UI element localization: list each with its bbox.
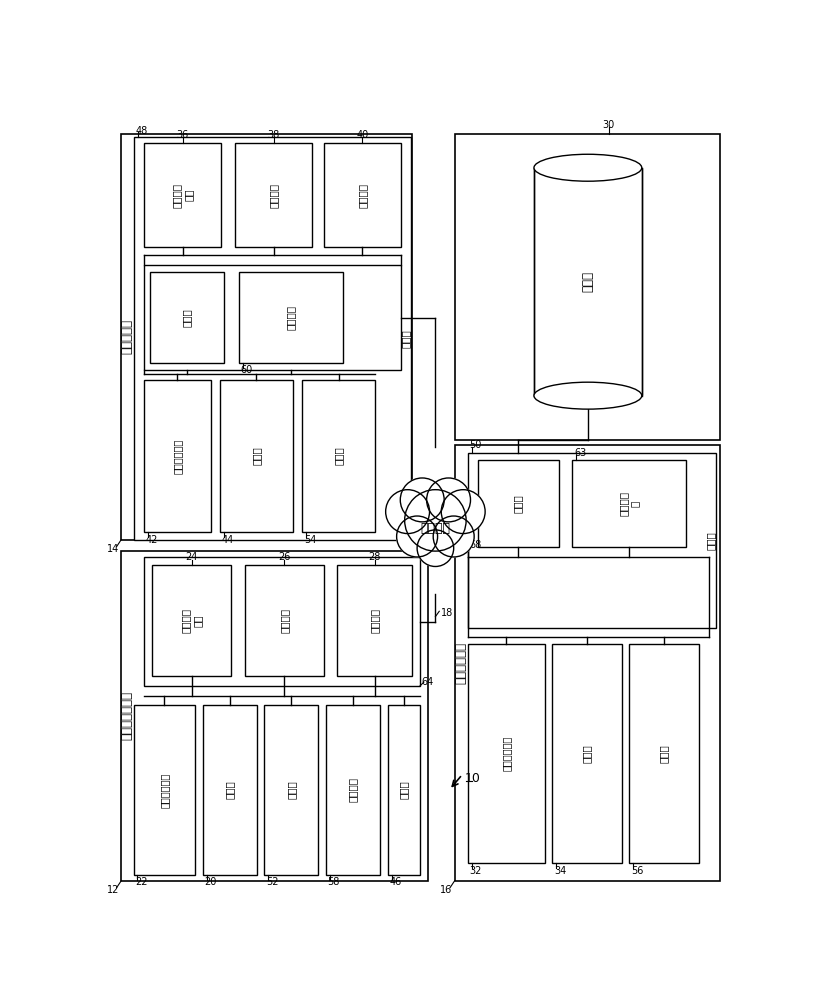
Text: 显示模块: 显示模块 bbox=[357, 183, 367, 208]
Text: 显示器: 显示器 bbox=[251, 447, 262, 465]
Ellipse shape bbox=[534, 154, 642, 181]
Text: 服务器: 服务器 bbox=[400, 329, 411, 348]
Text: 网络接口: 网络接口 bbox=[348, 777, 358, 802]
Bar bbox=[455, 445, 721, 881]
Text: 数据库: 数据库 bbox=[582, 271, 595, 292]
Bar bbox=[455, 134, 721, 440]
Bar bbox=[478, 460, 559, 547]
Text: 38: 38 bbox=[267, 130, 280, 140]
Text: 存储器: 存储器 bbox=[286, 781, 296, 799]
Bar bbox=[144, 143, 222, 247]
Text: 34: 34 bbox=[554, 866, 566, 876]
Bar bbox=[133, 137, 411, 540]
Text: 32: 32 bbox=[470, 866, 482, 876]
Bar bbox=[302, 380, 375, 532]
Text: 显示模块: 显示模块 bbox=[370, 608, 380, 633]
Bar bbox=[121, 134, 412, 540]
Text: 64: 64 bbox=[421, 677, 434, 687]
Text: 68: 68 bbox=[470, 540, 482, 550]
Circle shape bbox=[441, 490, 485, 534]
Text: 54: 54 bbox=[303, 535, 316, 545]
Circle shape bbox=[397, 516, 438, 557]
Circle shape bbox=[400, 478, 444, 522]
Circle shape bbox=[434, 516, 474, 557]
Ellipse shape bbox=[534, 382, 642, 409]
Text: 14: 14 bbox=[106, 544, 119, 554]
Text: 22: 22 bbox=[135, 877, 147, 887]
Text: 30: 30 bbox=[603, 120, 615, 130]
Text: 显示器: 显示器 bbox=[582, 744, 592, 763]
Text: 处理器: 处理器 bbox=[182, 308, 192, 327]
Text: 网络接口: 网络接口 bbox=[286, 305, 296, 330]
Text: 匹配模块: 匹配模块 bbox=[268, 183, 279, 208]
Bar bbox=[326, 705, 380, 875]
Text: 12: 12 bbox=[106, 885, 119, 895]
Bar bbox=[236, 143, 312, 247]
Text: 用户输入设备: 用户输入设备 bbox=[501, 736, 511, 771]
Bar bbox=[468, 644, 545, 863]
Bar bbox=[534, 168, 642, 395]
Text: 通信网络: 通信网络 bbox=[420, 522, 451, 535]
Text: 24: 24 bbox=[186, 552, 198, 562]
Text: 服务器: 服务器 bbox=[706, 531, 716, 550]
Text: 50: 50 bbox=[470, 440, 482, 450]
Bar bbox=[324, 143, 401, 247]
Circle shape bbox=[417, 530, 454, 566]
Bar bbox=[264, 705, 318, 875]
Text: 60: 60 bbox=[240, 365, 253, 375]
Circle shape bbox=[405, 490, 466, 551]
Bar bbox=[245, 565, 324, 676]
Text: 36: 36 bbox=[177, 130, 189, 140]
Bar bbox=[337, 565, 412, 676]
Text: 存储器: 存储器 bbox=[334, 447, 344, 465]
Bar bbox=[151, 272, 223, 363]
Bar bbox=[203, 705, 257, 875]
Text: 显示器: 显示器 bbox=[225, 781, 235, 799]
Text: 63: 63 bbox=[574, 448, 587, 458]
Bar bbox=[220, 380, 293, 532]
Text: 48: 48 bbox=[135, 126, 147, 136]
Text: 注释管理器: 注释管理器 bbox=[121, 319, 134, 354]
Text: 存储器: 存储器 bbox=[659, 744, 669, 763]
Bar bbox=[573, 460, 685, 547]
Bar bbox=[239, 272, 343, 363]
Text: 42: 42 bbox=[146, 535, 158, 545]
Text: 匹配模块: 匹配模块 bbox=[280, 608, 290, 633]
Text: 46: 46 bbox=[389, 877, 402, 887]
Circle shape bbox=[427, 478, 470, 522]
Text: 20: 20 bbox=[204, 877, 217, 887]
Text: 用户输入设备: 用户输入设备 bbox=[173, 438, 182, 474]
Bar bbox=[388, 705, 420, 875]
Text: 用户输入设备: 用户输入设备 bbox=[160, 772, 169, 808]
Bar bbox=[144, 265, 401, 370]
Text: 客户端注释设备: 客户端注释设备 bbox=[121, 691, 134, 740]
Bar bbox=[133, 705, 196, 875]
Bar bbox=[468, 453, 717, 628]
Text: 网络接口
口: 网络接口 口 bbox=[618, 491, 640, 516]
Text: 处理器: 处理器 bbox=[513, 494, 524, 513]
Text: 处理器: 处理器 bbox=[399, 781, 409, 799]
Text: 26: 26 bbox=[278, 552, 290, 562]
Text: 患者信息系统: 患者信息系统 bbox=[454, 642, 467, 684]
Bar bbox=[144, 557, 420, 686]
Text: 背景提取
模块: 背景提取 模块 bbox=[172, 183, 194, 208]
Bar bbox=[629, 644, 699, 863]
Text: 背景提取
模块: 背景提取 模块 bbox=[181, 608, 203, 633]
Bar bbox=[121, 551, 428, 881]
Bar bbox=[552, 644, 622, 863]
Bar bbox=[152, 565, 231, 676]
Bar bbox=[144, 380, 210, 532]
Text: 10: 10 bbox=[465, 772, 480, 785]
Text: 52: 52 bbox=[266, 877, 278, 887]
Text: 56: 56 bbox=[631, 866, 643, 876]
Circle shape bbox=[385, 490, 429, 534]
Text: 28: 28 bbox=[368, 552, 380, 562]
Text: 40: 40 bbox=[356, 130, 368, 140]
Text: 16: 16 bbox=[440, 885, 452, 895]
Text: 18: 18 bbox=[441, 608, 453, 618]
Text: 58: 58 bbox=[327, 877, 340, 887]
Text: 44: 44 bbox=[222, 535, 234, 545]
